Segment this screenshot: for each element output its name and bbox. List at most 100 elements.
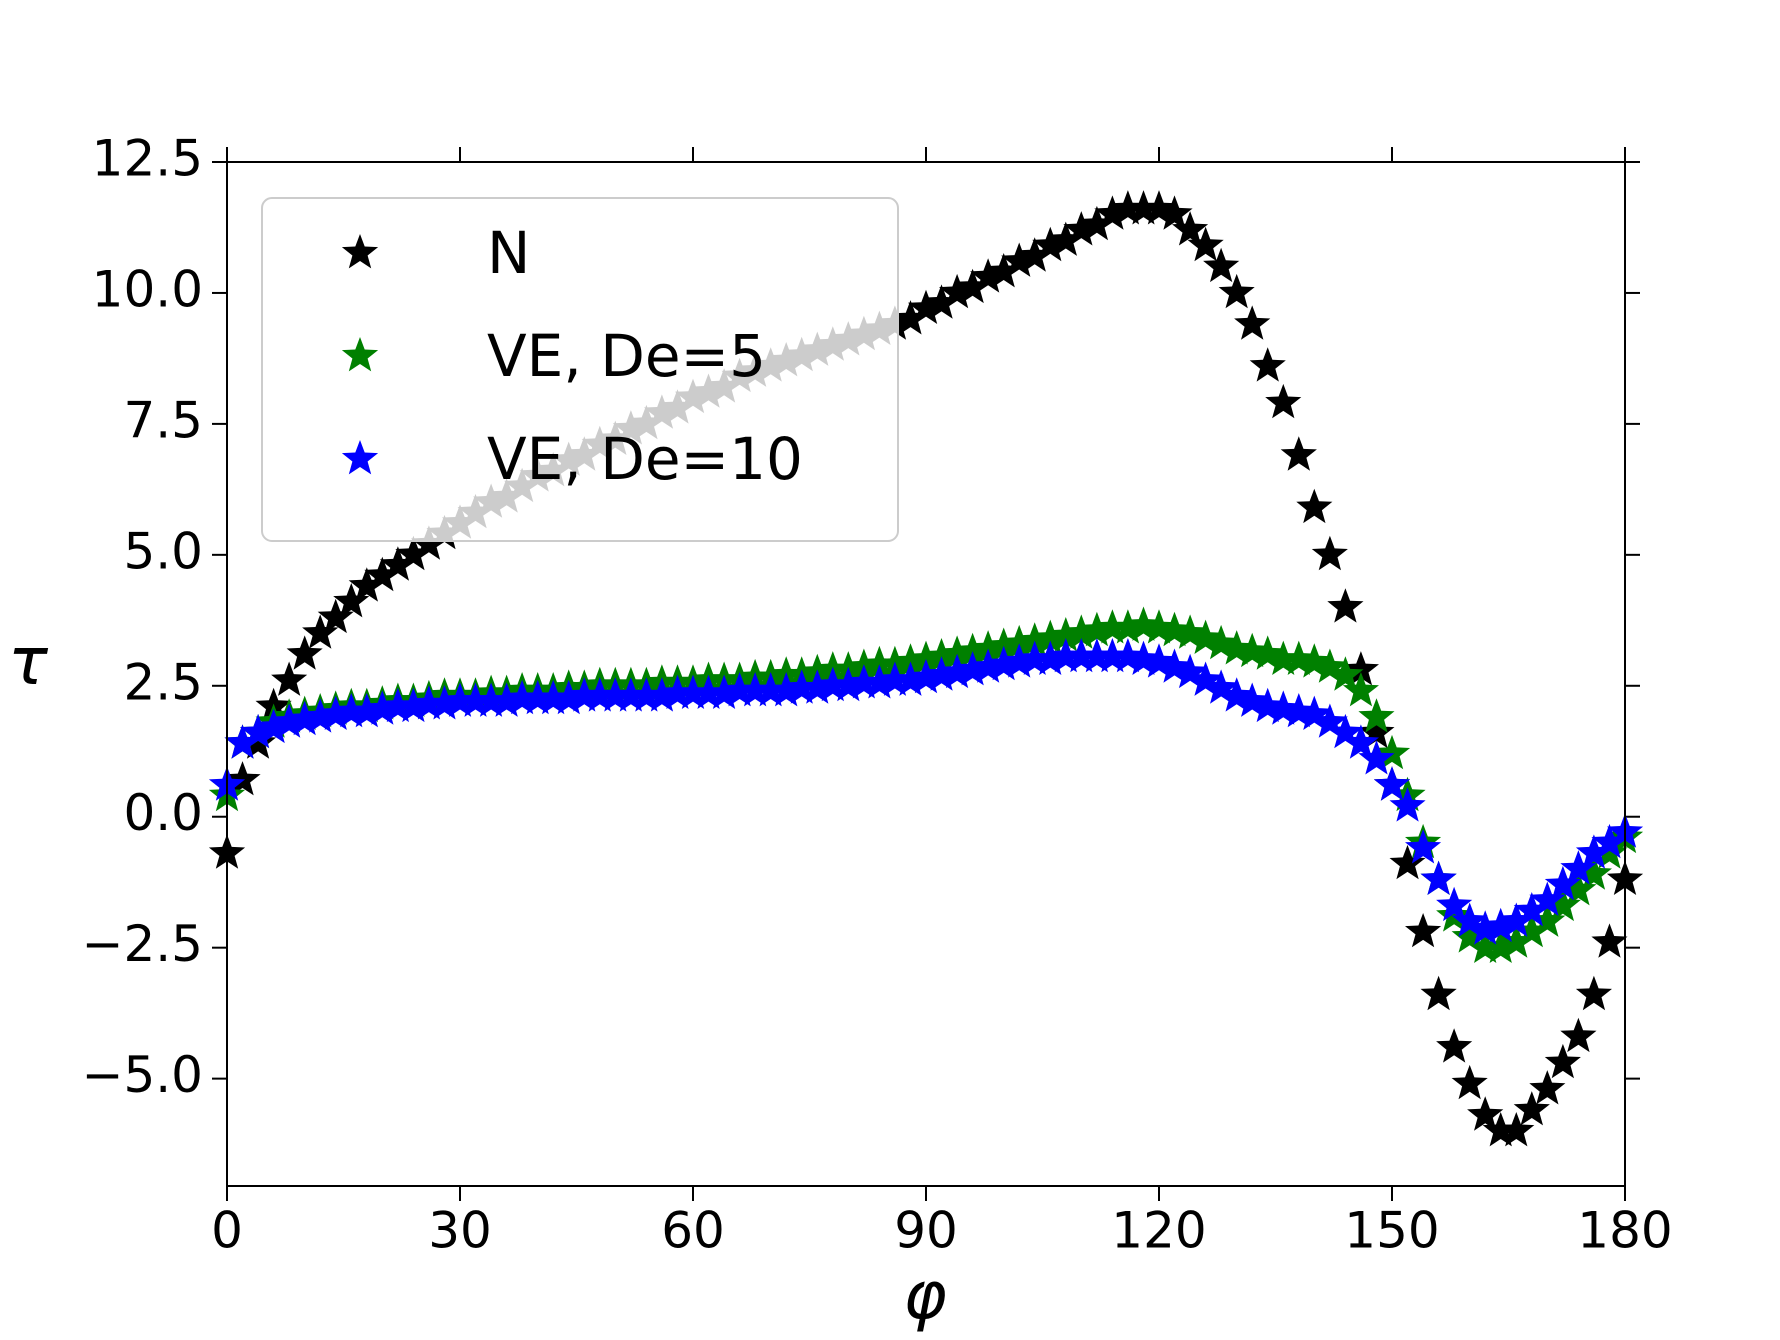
star-point (317, 598, 354, 634)
star-point (504, 679, 541, 715)
star-point (706, 674, 743, 709)
star-point (348, 693, 385, 728)
star-point (348, 567, 385, 602)
star-point (721, 672, 758, 707)
star-point (1094, 609, 1131, 644)
star-point (1498, 902, 1535, 937)
star-point (302, 698, 339, 733)
star-point (1078, 205, 1115, 241)
star-point (1063, 638, 1100, 673)
star-point (783, 669, 820, 704)
star-point (1498, 1112, 1535, 1147)
star-point (939, 273, 976, 309)
legend-marker (341, 234, 379, 269)
star-point (1234, 305, 1271, 340)
star-point (441, 682, 479, 717)
star-point (1482, 907, 1519, 943)
star-point (985, 627, 1022, 662)
star-point (1358, 713, 1395, 749)
star-point (1575, 855, 1612, 890)
star-point (457, 682, 494, 717)
star-point (1342, 724, 1379, 759)
star-point (985, 253, 1022, 288)
star-point (224, 761, 261, 796)
star-point (939, 635, 976, 670)
star-point (1513, 1091, 1550, 1126)
star-point (255, 708, 292, 744)
star-point (1249, 635, 1286, 670)
star-point (240, 724, 277, 759)
star-point (581, 677, 618, 712)
star-point (1249, 347, 1286, 382)
star-point (1405, 829, 1442, 864)
star-point (1094, 195, 1131, 230)
star-point (1032, 619, 1069, 654)
star-point (240, 713, 277, 749)
star-point (566, 677, 603, 712)
star-point (1451, 1064, 1488, 1100)
y-tick-label: −5.0 (82, 1046, 203, 1104)
legend-marker (341, 337, 379, 372)
star-point (1467, 1096, 1504, 1131)
star-point (939, 653, 976, 689)
star-point (1001, 624, 1038, 660)
star-point (799, 669, 836, 704)
star-point (1078, 611, 1115, 647)
star-point (907, 640, 945, 675)
star-point (1063, 211, 1100, 246)
star-point (1544, 886, 1581, 922)
star-point (1358, 698, 1395, 733)
legend-box (261, 197, 899, 542)
star-point (1560, 871, 1597, 906)
legend-marker (341, 440, 379, 475)
star-point (1498, 923, 1535, 958)
star-point (1109, 609, 1146, 644)
x-tick-label: 90 (894, 1202, 958, 1260)
star-point (861, 645, 898, 681)
star-point (1482, 928, 1519, 963)
y-tick-label: −2.5 (82, 915, 203, 973)
star-point (954, 268, 991, 304)
x-tick-label: 30 (428, 1202, 492, 1260)
star-point (1575, 834, 1612, 869)
star-point (1358, 740, 1395, 775)
legend-label: VE, De=5 (487, 322, 766, 390)
star-point (1327, 713, 1364, 749)
star-point (1482, 1112, 1519, 1147)
y-tick-label: 2.5 (123, 653, 203, 711)
x-axis-label: φ (903, 1257, 947, 1334)
star-point (907, 289, 945, 324)
star-point (1327, 588, 1364, 623)
star-point (1172, 653, 1209, 689)
star-point (1078, 638, 1115, 673)
x-tick-label: 120 (1111, 1202, 1206, 1260)
star-point (1296, 695, 1333, 730)
star-point (286, 700, 323, 736)
star-point (845, 664, 882, 699)
star-point (1373, 766, 1411, 801)
star-point (1451, 918, 1488, 953)
star-point (302, 614, 339, 649)
star-point (597, 677, 634, 712)
star-point (643, 677, 680, 712)
star-point (1032, 226, 1069, 262)
star-point (1016, 237, 1053, 272)
star-point (271, 661, 308, 696)
star-point (1109, 190, 1146, 225)
star-point (1591, 834, 1628, 869)
y-axis-label: τ (8, 623, 49, 700)
star-point (364, 690, 401, 725)
star-point (1203, 624, 1240, 660)
star-point (364, 556, 401, 592)
y-tick-label: 7.5 (123, 391, 203, 449)
star-point (1591, 823, 1628, 859)
star-point (535, 679, 572, 715)
star-point (1467, 928, 1504, 963)
y-tick-label: 5.0 (123, 522, 203, 580)
star-point (923, 284, 960, 319)
star-point (1265, 640, 1302, 675)
star-point (1467, 910, 1504, 945)
star-point (317, 695, 354, 730)
star-point (1218, 677, 1255, 712)
star-point (954, 632, 991, 668)
